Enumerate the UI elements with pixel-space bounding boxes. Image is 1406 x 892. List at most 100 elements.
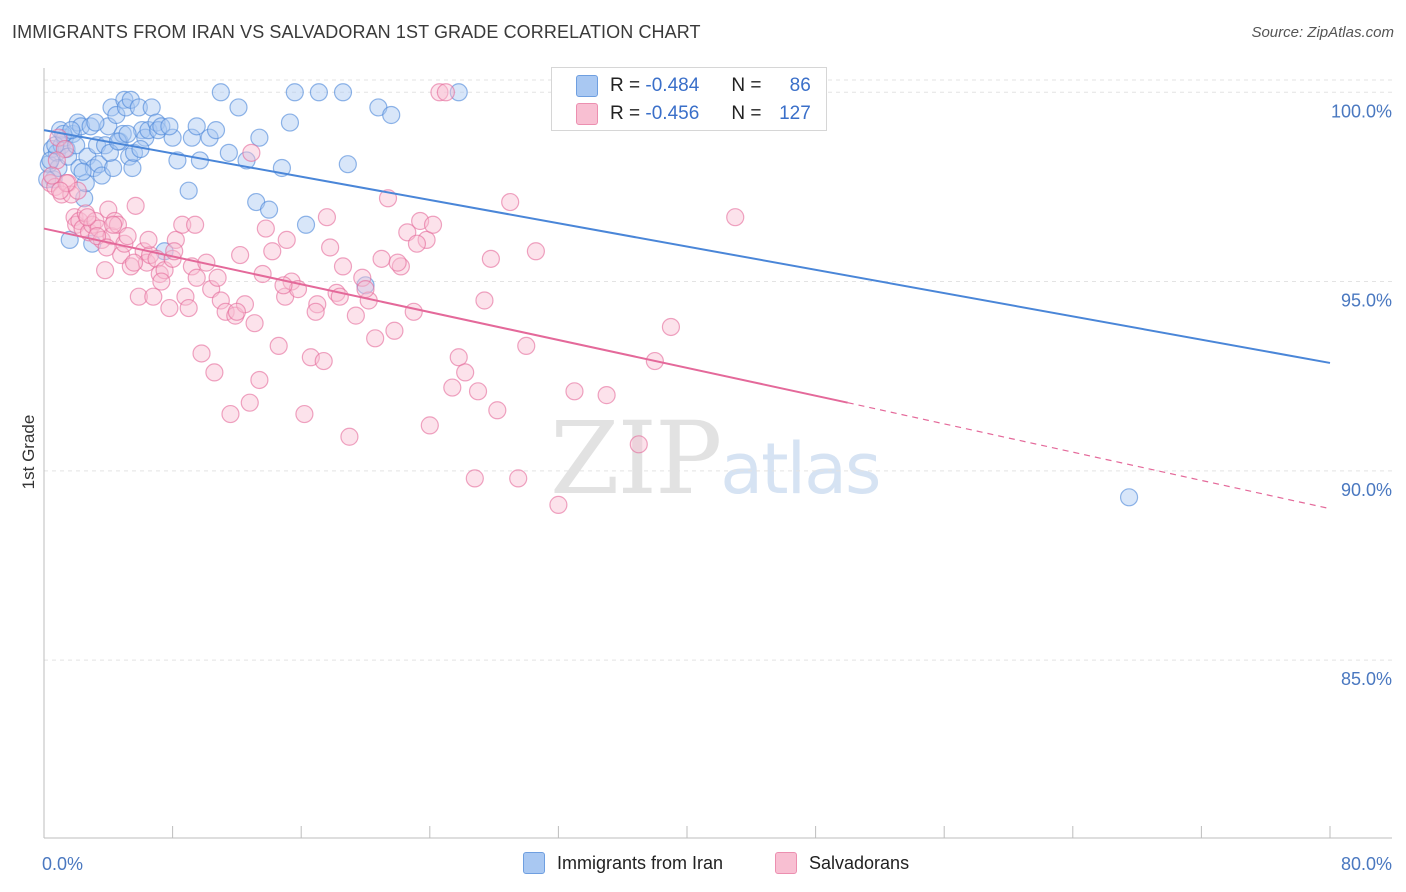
point-iran (89, 155, 108, 174)
point-salvadorans (465, 469, 484, 488)
point-iran (206, 121, 226, 140)
watermark: ZIPatlas (550, 400, 881, 517)
point-salvadorans (629, 435, 648, 454)
point-iran (280, 113, 300, 132)
trend-line-iran (43, 129, 1331, 364)
point-salvadorans (340, 427, 359, 446)
chart-title: IMMIGRANTS FROM IRAN VS SALVADORAN 1ST G… (12, 22, 701, 42)
bottom-legend-label-iran: Immigrants from Iran (557, 852, 724, 873)
point-salvadorans (129, 287, 148, 306)
point-salvadorans (95, 261, 115, 280)
legend-n-label: N = (731, 103, 762, 124)
point-salvadorans (404, 302, 423, 321)
point-iran (219, 143, 238, 162)
point-salvadorans (250, 370, 269, 390)
point-salvadorans (104, 215, 123, 234)
point-salvadorans (124, 253, 144, 272)
point-salvadorans (436, 83, 455, 102)
point-salvadorans (47, 151, 66, 170)
legend-r-label: R = (610, 103, 641, 124)
point-iran (73, 162, 92, 181)
point-salvadorans (321, 238, 340, 257)
legend-r-value-salvadorans: -0.456 (645, 103, 700, 124)
point-salvadorans (245, 314, 264, 333)
point-salvadorans (205, 363, 224, 382)
y-tick-label: 90.0% (1341, 480, 1392, 500)
point-salvadorans (118, 227, 137, 246)
point-salvadorans (192, 344, 211, 363)
point-iran (168, 151, 187, 170)
point-salvadorans (42, 166, 62, 185)
point-salvadorans (385, 321, 404, 340)
point-salvadorans (468, 382, 488, 401)
point-salvadorans (661, 317, 681, 337)
point-salvadorans (78, 208, 97, 227)
point-salvadorans (407, 234, 427, 253)
y-tick-label: 85.0% (1341, 669, 1392, 689)
point-salvadorans (314, 351, 333, 371)
point-salvadorans (549, 495, 568, 514)
point-iran (182, 128, 201, 147)
point-salvadorans (597, 386, 616, 405)
legend-swatch-salvadorans (576, 103, 598, 125)
bottom-legend-swatch-iran (523, 852, 545, 874)
point-iran (338, 155, 357, 174)
point-salvadorans (372, 249, 391, 268)
point-salvadorans (208, 268, 227, 287)
point-salvadorans (144, 287, 163, 306)
bottom-legend-iran: Immigrants from Iran (523, 852, 723, 874)
point-salvadorans (726, 208, 745, 227)
point-salvadorans (179, 298, 198, 318)
point-iran (160, 117, 179, 136)
point-salvadorans (308, 295, 327, 314)
point-salvadorans (488, 401, 507, 420)
point-iran (259, 200, 279, 219)
point-iran (1119, 488, 1139, 507)
legend-n-value-iran: 86 (789, 75, 811, 96)
point-salvadorans (333, 257, 353, 276)
legend-n-value-salvadorans: 127 (779, 103, 811, 124)
bottom-legend-salvadorans: Salvadorans (775, 852, 909, 874)
point-salvadorans (221, 404, 240, 424)
point-salvadorans (420, 416, 439, 435)
point-iran (200, 128, 219, 147)
legend-row-iran: R = -0.484 N = 86 (576, 73, 811, 99)
point-iran (86, 113, 105, 132)
point-salvadorans (356, 280, 375, 299)
point-salvadorans (263, 242, 282, 261)
point-salvadorans (211, 291, 230, 310)
point-salvadorans (423, 215, 443, 234)
point-salvadorans (353, 268, 372, 287)
point-salvadorans (501, 192, 520, 212)
bottom-legend-label-salvadorans: Salvadorans (809, 852, 910, 873)
legend-r-label: R = (610, 75, 641, 96)
point-iran (115, 90, 134, 109)
trend-line-salvadorans-extension (847, 402, 1331, 510)
legend-swatch-iran (576, 75, 598, 97)
point-salvadorans (50, 181, 70, 200)
legend: R = -0.484 N = 86 R = -0.456 N = 127 (551, 67, 827, 131)
y-tick-label: 100.0% (1331, 101, 1392, 121)
legend-row-salvadorans: R = -0.456 N = 127 (576, 101, 811, 127)
point-iran (179, 181, 198, 200)
x-tick-label-max: 80.0% (1341, 854, 1392, 874)
point-iran (107, 105, 126, 125)
point-salvadorans (242, 143, 261, 162)
y-axis-label: 1st Grade (19, 415, 38, 490)
point-iran (163, 128, 182, 147)
point-salvadorans (481, 249, 500, 268)
point-salvadorans (186, 215, 205, 234)
point-salvadorans (443, 378, 462, 397)
point-iran (250, 128, 269, 147)
point-salvadorans (176, 287, 195, 306)
point-salvadorans (256, 219, 275, 238)
point-salvadorans (449, 348, 468, 367)
point-iran (71, 117, 91, 136)
point-salvadorans (152, 272, 171, 291)
point-iran (118, 124, 137, 144)
point-salvadorans (187, 268, 206, 287)
point-iran (104, 158, 123, 178)
legend-r-value-iran: -0.484 (645, 75, 700, 96)
point-iran (229, 98, 248, 117)
